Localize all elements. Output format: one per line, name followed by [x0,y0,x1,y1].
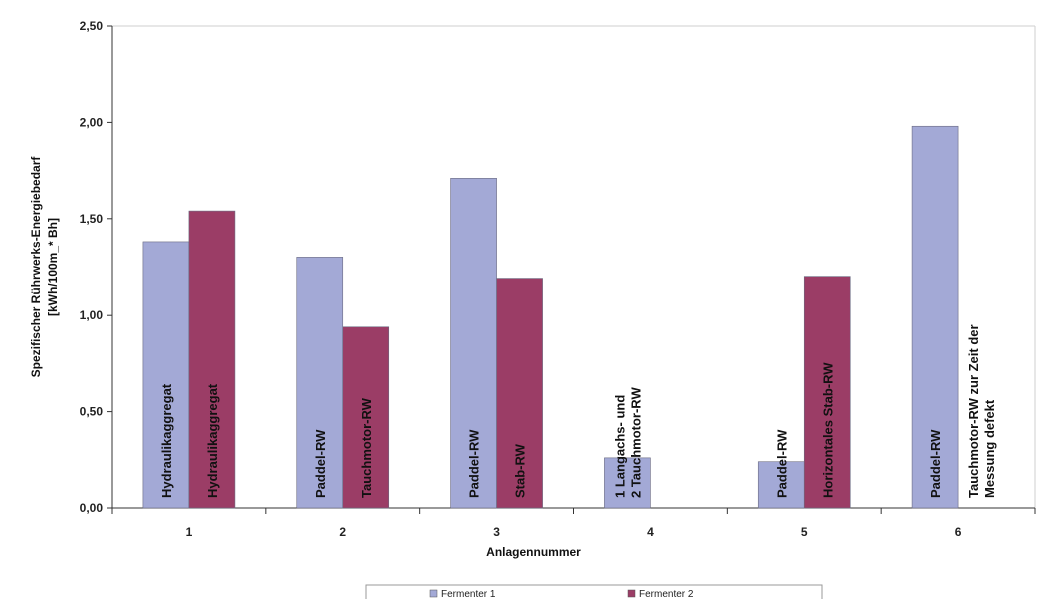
bar-fermenter-2-anlage-5 [803,276,851,509]
y-axis-title: Spezifischer Rührwerks-Energiebedarf [kWh… [29,156,60,378]
bar-fermenter-1-anlage-5 [757,461,805,509]
bar-fermenter-2-anlage-2 [342,326,390,509]
bar-fermenter-1-anlage-3 [450,178,497,509]
legend-box [365,584,823,599]
bar-label-text: Paddel-RW [467,429,482,498]
bar-label: Hydraulikaggregat [205,383,220,498]
x-tick-label: 6 [955,525,962,539]
bar-label: Stab-RW [513,443,528,498]
y-axis-title-line: [kWh/100m_* Bh] [46,218,60,316]
bar-label: 1 Langachs- und 2 Tauchmotor-RW [612,387,643,498]
bar-label-text: 1 Langachs- und [612,395,627,498]
bar-label: Paddel-RW [774,429,789,498]
legend-swatch-fermenter-2 [627,589,636,598]
y-tick-label: 1,00 [80,308,104,322]
y-axis: 0,00 0,50 1,00 1,50 2,00 2,50 [80,19,1036,515]
bar-label-text: Tauchmotor-RW zur Zeit der [966,324,981,498]
bar-fermenter-1-anlage-4 [604,457,651,509]
x-axis: 1 2 3 4 5 6 [111,507,1036,539]
bars [142,125,959,509]
x-tick-label: 4 [647,525,654,539]
bar-fermenter-1-anlage-6 [911,125,959,509]
bar-label-text: Horizontales Stab-RW [820,362,835,498]
legend-label-fermenter-2: Fermenter 2 [639,589,694,599]
y-tick-label: 0,50 [80,405,104,419]
x-tick-label: 5 [801,525,808,539]
legend-swatch-fermenter-1 [429,589,438,598]
bar-labels: Hydraulikaggregat Paddel-RW Paddel-RW 1 Lan… [159,324,997,498]
legend-label-fermenter-1: Fermenter 1 [441,589,496,599]
bar-fermenter-2-anlage-1 [188,210,236,509]
x-tick-label: 3 [493,525,500,539]
bar-fermenter-1-anlage-2 [296,257,344,509]
bar-label-text: 2 Tauchmotor-RW [628,387,643,498]
bar-label: Paddel-RW [467,429,482,498]
bar-label: Hydraulikaggregat [159,383,174,498]
bar-label-text: Hydraulikaggregat [159,383,174,498]
x-axis-title: Anlagennummer [486,545,581,559]
bar-label-text: Tauchmotor-RW [359,397,374,498]
bar-label: Tauchmotor-RW zur Zeit der Messung defekt [966,324,997,498]
bar-label: Horizontales Stab-RW [820,362,835,498]
x-tick-label: 1 [186,525,193,539]
bar-label: Tauchmotor-RW [359,397,374,498]
legend: Fermenter 1 Fermenter 2 [365,584,823,599]
y-tick-label: 2,50 [80,19,104,33]
bar-label-text: Paddel-RW [928,429,943,498]
y-tick-label: 2,00 [80,115,104,129]
bar-label: Paddel-RW [928,429,943,498]
x-tick-label: 2 [339,525,346,539]
bar-label-text: Messung defekt [982,399,997,498]
bar-label: Paddel-RW [313,429,328,498]
y-tick-label: 0,00 [80,501,104,515]
bar-fermenter-2-anlage-3 [496,278,543,509]
bar-label-text: Paddel-RW [774,429,789,498]
y-axis-title-line: Spezifischer Rührwerks-Energiebedarf [29,156,43,378]
bar-label-text: Paddel-RW [313,429,328,498]
bar-label-text: Hydraulikaggregat [205,383,220,498]
bar-label-text: Stab-RW [513,443,528,498]
y-tick-label: 1,50 [80,212,104,226]
